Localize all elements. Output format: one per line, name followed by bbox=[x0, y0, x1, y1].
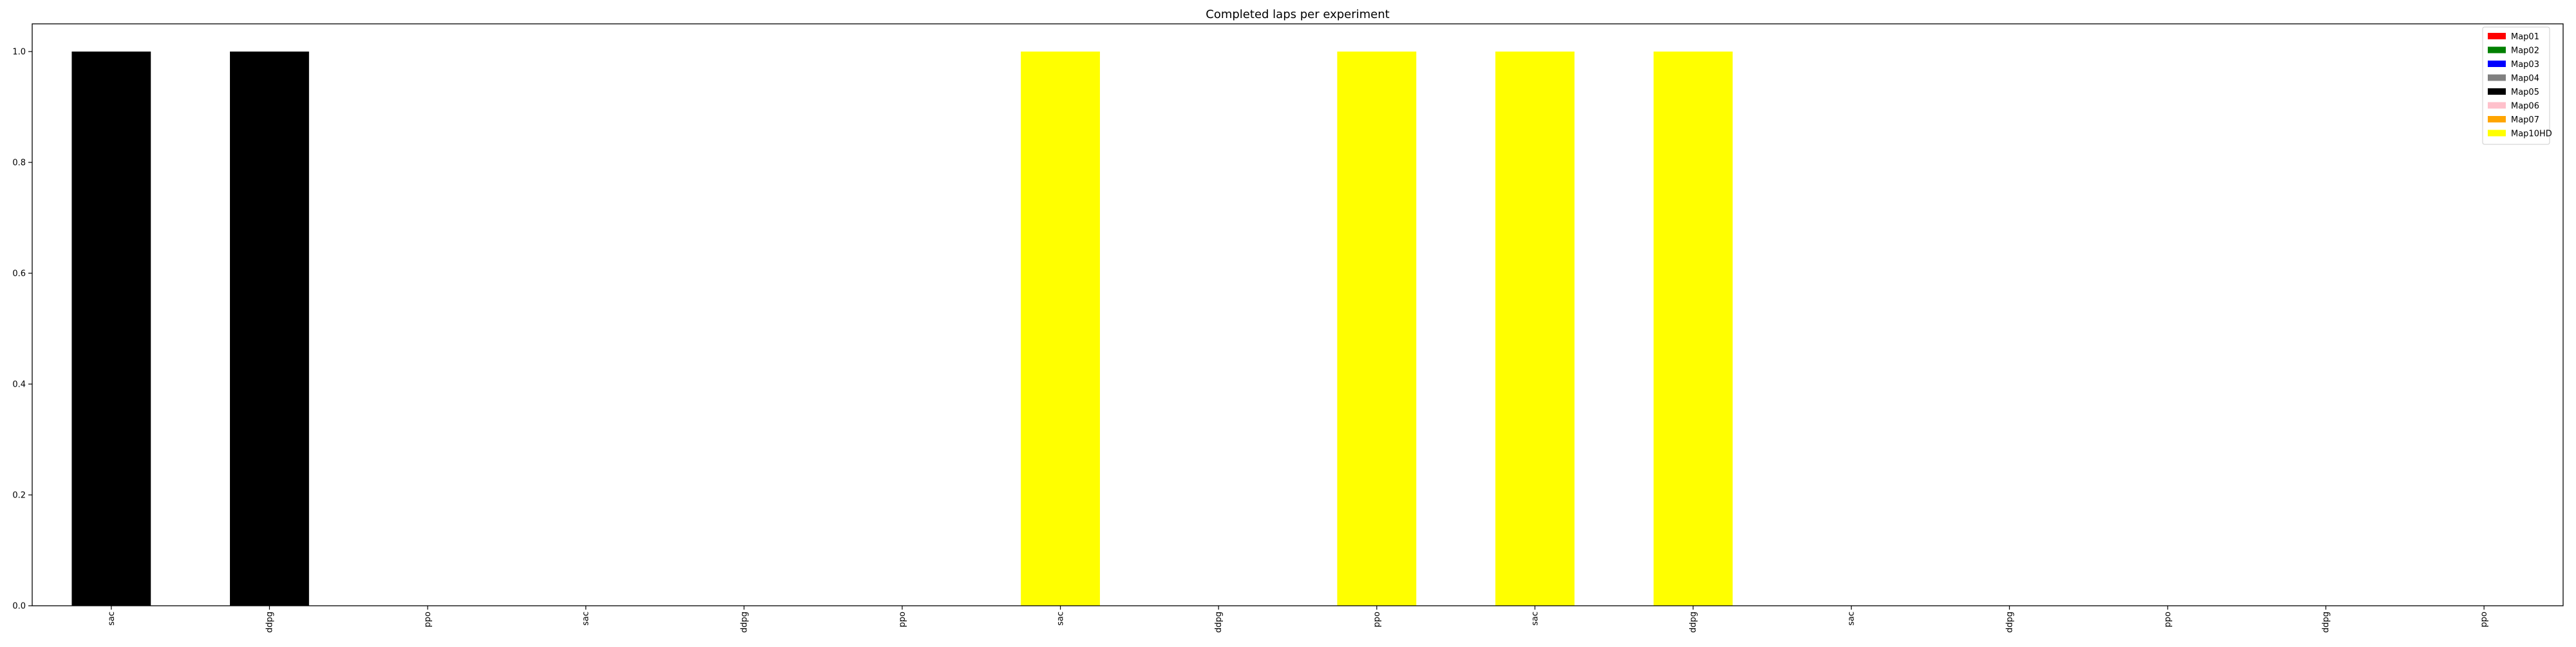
x-tick-label: ddpg bbox=[1214, 612, 1224, 633]
legend-label: Map07 bbox=[2511, 115, 2539, 125]
legend-swatch bbox=[2488, 46, 2506, 53]
legend-label: Map05 bbox=[2511, 88, 2539, 97]
legend-label: Map06 bbox=[2511, 102, 2539, 111]
bar bbox=[1021, 52, 1100, 606]
legend-swatch bbox=[2488, 74, 2506, 81]
x-tick-label: ppo bbox=[423, 612, 433, 628]
y-tick-label: 0.8 bbox=[12, 159, 26, 168]
x-tick-label: ddpg bbox=[265, 612, 274, 633]
legend: Map01 Map02 Map03 Map04 Map05 Map06 Map07 Map10… bbox=[2482, 26, 2552, 145]
y-tick-label: 0.2 bbox=[12, 491, 26, 501]
y-tick-label: 1.0 bbox=[12, 48, 26, 57]
legend-swatch bbox=[2488, 130, 2506, 137]
legend-swatch bbox=[2488, 116, 2506, 122]
y-axis: 0.0 0.2 0.4 0.6 0.8 1.0 bbox=[12, 48, 32, 612]
bar bbox=[71, 52, 151, 606]
legend-swatch bbox=[2488, 88, 2506, 95]
x-tick-label: ddpg bbox=[2322, 612, 2331, 633]
legend-swatch bbox=[2488, 102, 2506, 109]
plot-frame bbox=[32, 23, 2564, 606]
x-tick-label: ddpg bbox=[739, 612, 749, 633]
legend-frame bbox=[2482, 26, 2550, 145]
y-tick-label: 0.6 bbox=[12, 269, 26, 279]
chart-title: Completed laps per experiment bbox=[1206, 8, 1389, 21]
legend-swatch bbox=[2488, 61, 2506, 67]
legend-swatch bbox=[2488, 33, 2506, 39]
y-tick-label: 0.0 bbox=[12, 602, 26, 612]
x-tick-label: ddpg bbox=[2005, 612, 2014, 633]
bar bbox=[230, 52, 309, 606]
legend-label: Map03 bbox=[2511, 60, 2539, 70]
y-tick-label: 0.4 bbox=[12, 380, 26, 390]
legend-label: Map01 bbox=[2511, 32, 2539, 42]
x-tick-label: ppo bbox=[898, 612, 907, 628]
legend-label: Map04 bbox=[2511, 74, 2539, 84]
x-tick-label: sac bbox=[1847, 612, 1857, 626]
bar bbox=[1337, 52, 1417, 606]
x-tick-label: ppo bbox=[1372, 612, 1382, 628]
x-tick-label: ppo bbox=[2163, 612, 2173, 628]
x-tick-label: sac bbox=[1530, 612, 1540, 626]
legend-label: Map02 bbox=[2511, 46, 2539, 56]
x-tick-label: ppo bbox=[2479, 612, 2489, 628]
x-axis: sac ddpg ppo sac ddpg ppo sac ddpg ppo sac ddpg sac… bbox=[107, 606, 2489, 633]
bars-group bbox=[71, 52, 1733, 606]
x-tick-label: ddpg bbox=[1689, 612, 1698, 633]
x-tick-label: sac bbox=[1056, 612, 1066, 626]
x-tick-label: sac bbox=[582, 612, 591, 626]
legend-label: Map10HD bbox=[2511, 130, 2552, 139]
bar bbox=[1653, 52, 1733, 606]
x-tick-label: sac bbox=[107, 612, 117, 626]
bar bbox=[1495, 52, 1575, 606]
